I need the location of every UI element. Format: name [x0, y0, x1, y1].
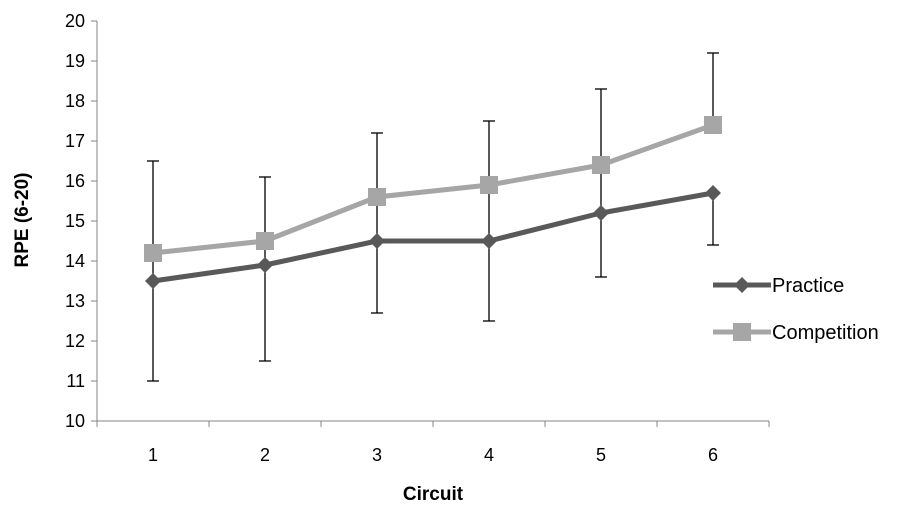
practice-point: [369, 233, 385, 249]
series-lines: [144, 116, 722, 289]
y-tick-label: 17: [65, 131, 85, 151]
legend-label-competition: Competition: [772, 322, 879, 344]
competition-point: [368, 188, 386, 206]
y-tick-label: 19: [65, 51, 85, 71]
practice-point: [145, 273, 161, 289]
y-tick-label: 13: [65, 291, 85, 311]
error-bars: [147, 52, 719, 382]
y-axis-title: RPE (6-20): [12, 172, 33, 267]
competition-point: [480, 176, 498, 194]
x-tick-label: 2: [260, 445, 270, 465]
y-tick-label: 12: [65, 331, 85, 351]
y-tick-label: 10: [65, 411, 85, 431]
competition-line: [152, 122, 714, 256]
y-tick-label: 15: [65, 211, 85, 231]
legend: Practice Competition: [713, 275, 879, 344]
practice-point: [705, 185, 721, 201]
practice-point: [593, 205, 609, 221]
x-tick-label: 5: [596, 445, 606, 465]
competition-point: [592, 156, 610, 174]
y-tick-label: 20: [65, 11, 85, 31]
x-tick-label: 4: [484, 445, 494, 465]
practice-line: [152, 190, 714, 284]
competition-point: [144, 244, 162, 262]
axes: [91, 20, 770, 427]
practice-point: [257, 257, 273, 273]
competition-point: [704, 116, 722, 134]
legend-marker-competition: [733, 323, 751, 341]
y-tick-label: 14: [65, 251, 85, 271]
x-tick-label: 3: [372, 445, 382, 465]
x-axis-title: Circuit: [403, 484, 464, 505]
practice-point: [481, 233, 497, 249]
competition-point: [256, 232, 274, 250]
legend-marker-practice: [734, 277, 750, 293]
legend-label-practice: Practice: [772, 275, 844, 297]
y-tick-label: 11: [66, 371, 85, 391]
y-tick-label: 18: [65, 91, 85, 111]
y-tick-label: 16: [65, 171, 85, 191]
x-tick-label: 6: [708, 445, 718, 465]
x-tick-label: 1: [148, 445, 158, 465]
